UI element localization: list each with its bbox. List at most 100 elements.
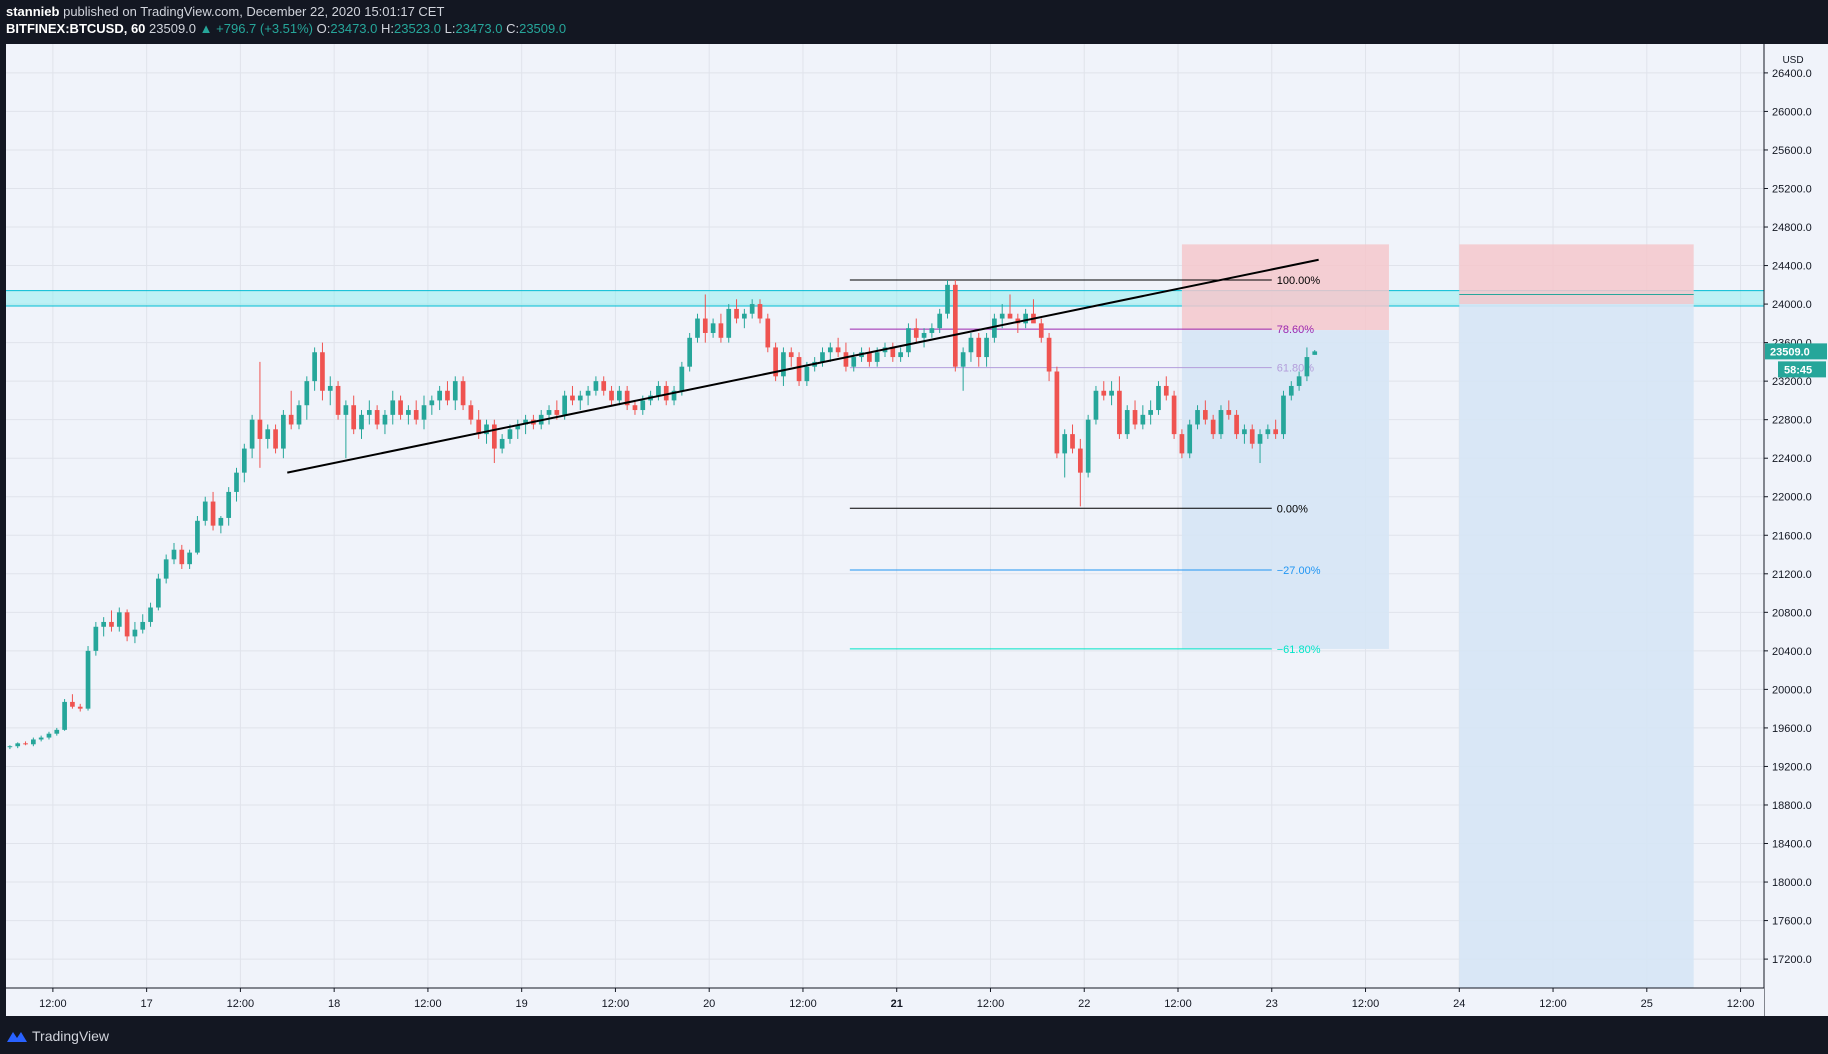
price-tick-label: 19600.0 (1772, 723, 1812, 735)
candle-down (1070, 434, 1075, 449)
price-tick-label: 20000.0 (1772, 684, 1812, 696)
last-price-label: 23509.0 (1770, 346, 1810, 358)
rising-support-line[interactable] (287, 258, 1319, 474)
candle-down (632, 405, 638, 411)
candle-down (796, 357, 802, 382)
candle-up (1281, 395, 1286, 435)
currency-label[interactable]: USD (1782, 55, 1803, 66)
candle-up (156, 578, 161, 608)
candle-down (335, 385, 341, 415)
candle-down (413, 410, 419, 420)
price-tick-label: 20400.0 (1772, 646, 1812, 658)
candle-up (1304, 357, 1310, 377)
time-axis-background (6, 988, 1764, 1016)
candle-up (804, 366, 810, 382)
author-name[interactable]: stannieb (6, 4, 60, 19)
price-tick-label: 20800.0 (1772, 607, 1812, 619)
chart-area[interactable]: 100.00% 78.60% 61.80% 0.00% −27.00% −61.80% US… (6, 44, 1828, 1016)
time-tick-label: 12:00 (1539, 998, 1567, 1010)
candle-up (15, 743, 21, 747)
candle-up (874, 352, 880, 362)
candle-up (1093, 390, 1099, 420)
price-tick-label: 22800.0 (1772, 415, 1812, 427)
time-tick-label: 12:00 (39, 998, 67, 1010)
candle-up (945, 284, 950, 314)
candle-up (1218, 410, 1224, 435)
candle-up (593, 381, 599, 391)
candle-up (898, 352, 903, 358)
candle-down (835, 347, 841, 353)
candle-up (1187, 424, 1193, 454)
time-tick-label: 12:00 (1727, 998, 1755, 1010)
candle-up (7, 746, 13, 748)
candle-up (781, 352, 786, 377)
candle-up (38, 737, 44, 740)
candle-down (77, 706, 83, 709)
time-tick-label: 12:00 (414, 998, 442, 1010)
candle-up (163, 559, 169, 579)
candle-down (23, 743, 28, 745)
candle-up (390, 400, 396, 415)
candle-up (679, 366, 685, 391)
candle-down (554, 410, 560, 415)
time-tick-label: 18 (328, 998, 340, 1010)
candle-up (1257, 434, 1263, 444)
candle-down (702, 318, 708, 333)
time-tick-label: 24 (1453, 998, 1465, 1010)
candle-up (695, 318, 700, 338)
candle-up (929, 328, 935, 333)
candle-up (999, 313, 1005, 319)
time-tick-label: 21 (891, 998, 903, 1010)
candle-down (288, 414, 294, 425)
candle-down (445, 390, 450, 401)
candle-up (671, 390, 677, 401)
close-label: C: (506, 21, 520, 36)
candle-up (218, 517, 224, 526)
candle-down (468, 405, 474, 420)
candle-up (296, 405, 302, 425)
candle-down (210, 501, 216, 526)
candle-down (734, 308, 739, 319)
fib-level-label: 100.00% (1277, 275, 1321, 287)
price-tick-label: 23200.0 (1772, 376, 1812, 388)
countdown-box (1778, 361, 1826, 378)
target-zone-2 (1459, 304, 1694, 988)
time-tick-label: 12:00 (977, 998, 1005, 1010)
low-label: L: (444, 21, 456, 36)
candle-down (1046, 337, 1052, 372)
price-tick-label: 17200.0 (1772, 954, 1812, 966)
candle-up (359, 414, 364, 430)
candle-up (304, 381, 310, 406)
candle-up (429, 400, 435, 406)
candle-down (601, 381, 607, 391)
tradingview-logo-icon (7, 1032, 27, 1042)
price-tick-label: 21600.0 (1772, 530, 1812, 542)
candle-down (1249, 429, 1255, 444)
candle-down (351, 405, 357, 430)
candle-up (1109, 390, 1114, 396)
candle-down (663, 385, 669, 401)
candle-up (62, 701, 67, 730)
candle-down (273, 429, 278, 449)
candle-down (1203, 410, 1208, 420)
last-price-box (1765, 343, 1827, 360)
price-tick-label: 24400.0 (1772, 261, 1812, 273)
time-tick-label: 12:00 (1164, 998, 1192, 1010)
candle-up (1062, 434, 1068, 454)
footer-bar: TradingView (0, 1016, 1828, 1054)
candle-down (1117, 390, 1122, 435)
candle-up (46, 733, 52, 738)
price-tick-label: 18400.0 (1772, 839, 1812, 851)
candlestick-chart[interactable]: 100.00%78.60%61.80%0.00%−27.00%−61.80%US… (6, 44, 1828, 1016)
candle-up (1265, 429, 1271, 435)
open-label: O: (316, 21, 331, 36)
candle-up (101, 621, 107, 627)
time-tick-label: 12:00 (227, 998, 255, 1010)
candle-up (585, 390, 591, 396)
symbol-name[interactable]: BITFINEX:BTCUSD, 60 (6, 21, 146, 36)
low-value: 23473.0 (455, 21, 503, 36)
tradingview-logo[interactable]: TradingView (6, 1026, 109, 1046)
candle-down (1210, 419, 1216, 435)
candle-down (765, 318, 771, 348)
candle-down (1179, 434, 1185, 454)
